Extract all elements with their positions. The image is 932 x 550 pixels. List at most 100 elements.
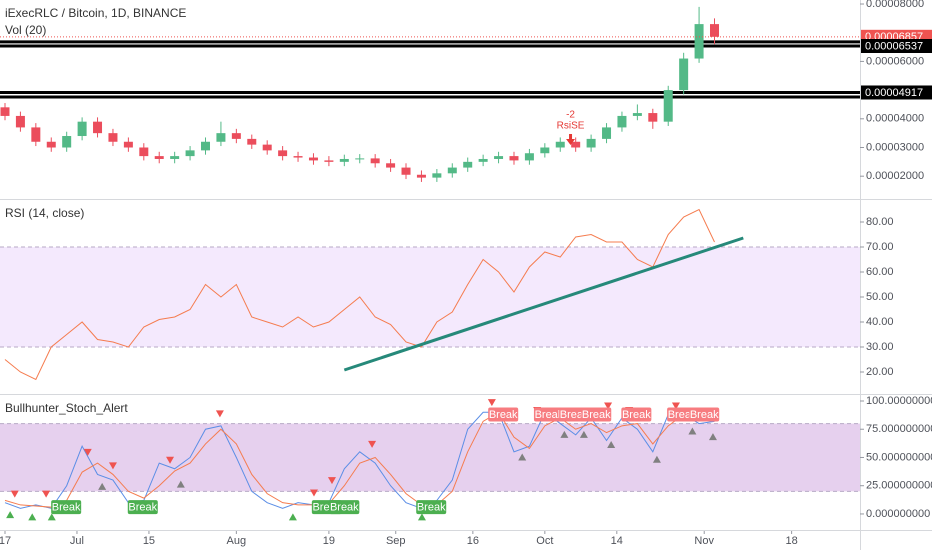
candle-body [355, 158, 365, 160]
signal-marker [98, 482, 107, 490]
annotation: RsiSE [557, 121, 585, 132]
y-tick-label: 50.00 [866, 291, 894, 303]
candle-body [709, 24, 719, 37]
break-label: Break [690, 409, 719, 421]
candle-body [386, 163, 396, 168]
signal-marker [108, 462, 117, 470]
signal-marker [417, 513, 426, 521]
candle-body [231, 133, 241, 139]
candle-body [262, 144, 272, 151]
break-box [51, 500, 82, 515]
signal-marker [309, 489, 318, 497]
break-label: Break [52, 502, 81, 514]
annotation-arrow [566, 133, 576, 145]
pane-title: RSI (14, close) [5, 206, 84, 220]
candle-body [247, 138, 257, 145]
candle-body [139, 147, 149, 157]
trendline [343, 236, 744, 372]
price-label: 0.00004917 [865, 87, 923, 99]
x-tick-label: Jul [70, 535, 84, 547]
x-tick-label: 16 [467, 535, 479, 547]
candle-body [293, 156, 303, 158]
y-tick-label: 0.000000000 [866, 508, 930, 520]
signal-marker [6, 511, 15, 519]
signal-marker [671, 402, 680, 410]
x-tick-label: 17 [0, 535, 11, 547]
x-tick-label: 15 [143, 535, 155, 547]
series-line [4, 411, 715, 508]
y-tick-label: 0.00008000 [866, 0, 924, 10]
candle-body [602, 127, 612, 139]
candle-body [555, 141, 565, 148]
candle-body [15, 115, 25, 128]
y-tick-label: 40.00 [866, 316, 894, 328]
x-tick-label: Nov [694, 535, 714, 547]
candle-body [494, 156, 504, 159]
candle-body [571, 141, 581, 148]
x-tick-label: 18 [785, 535, 797, 547]
candle-body [370, 158, 380, 164]
break-box [488, 407, 519, 422]
candle-body [586, 138, 596, 148]
signal-marker [10, 490, 19, 498]
price-label: 0.00006537 [865, 40, 923, 52]
signal-marker [560, 430, 569, 438]
pane-title: Bullhunter_Stoch_Alert [5, 401, 128, 415]
candle-body [46, 141, 56, 148]
signal-marker [688, 427, 697, 435]
y-tick-label: 0.00002000 [866, 170, 924, 182]
break-box [533, 407, 564, 422]
series-line [4, 208, 715, 381]
y-tick-label: 0.00006000 [866, 55, 924, 67]
candle-body [62, 136, 72, 148]
candle-body [648, 113, 658, 122]
band [0, 423, 860, 492]
signal-marker [28, 513, 37, 521]
candle-body [524, 153, 534, 161]
break-label: Break [622, 409, 651, 421]
candle-body [509, 156, 519, 161]
break-box [689, 407, 720, 422]
candle-body [632, 113, 642, 116]
annotation: -2 [566, 110, 575, 121]
x-tick-label: Aug [227, 535, 247, 547]
y-tick-label: 25.000000000 [866, 480, 932, 492]
break-box [581, 407, 612, 422]
signal-marker [708, 433, 717, 441]
pane-title: iExecRLC / Bitcoin, 1D, BINANCE [5, 6, 186, 20]
band [0, 247, 860, 347]
x-tick-label: 19 [323, 535, 335, 547]
y-tick-label: 50.000000000 [866, 451, 932, 463]
candle-body [108, 133, 118, 142]
y-tick-label: 0.00003000 [866, 141, 924, 153]
signal-marker [47, 513, 56, 521]
series-line [4, 411, 715, 509]
candle-body [93, 121, 103, 134]
y-tick-label: 70.00 [866, 241, 894, 253]
candle-body [278, 150, 288, 157]
y-tick-label: 0.00004000 [866, 113, 924, 125]
pane-subtitle: Vol (20) [5, 23, 46, 37]
candle-body [31, 127, 41, 142]
candle-body [401, 167, 411, 175]
x-tick-label: Sep [386, 535, 406, 547]
candle-body [216, 133, 226, 142]
candle-body [170, 156, 180, 159]
signal-marker [652, 455, 661, 463]
x-tick-label: Oct [536, 535, 553, 547]
y-tick-label: 75.000000000 [866, 423, 932, 435]
candle-body [201, 141, 211, 151]
candle-body [463, 161, 473, 168]
break-label: Break [417, 502, 446, 514]
candle-body [694, 24, 704, 59]
candle-body [185, 150, 195, 157]
y-tick-label: 80.00 [866, 216, 894, 228]
candle-body [432, 173, 442, 178]
signal-marker [604, 402, 613, 410]
signal-marker [579, 430, 588, 438]
break-label: Break [535, 409, 564, 421]
signal-marker [176, 480, 185, 488]
break-box [127, 500, 158, 515]
